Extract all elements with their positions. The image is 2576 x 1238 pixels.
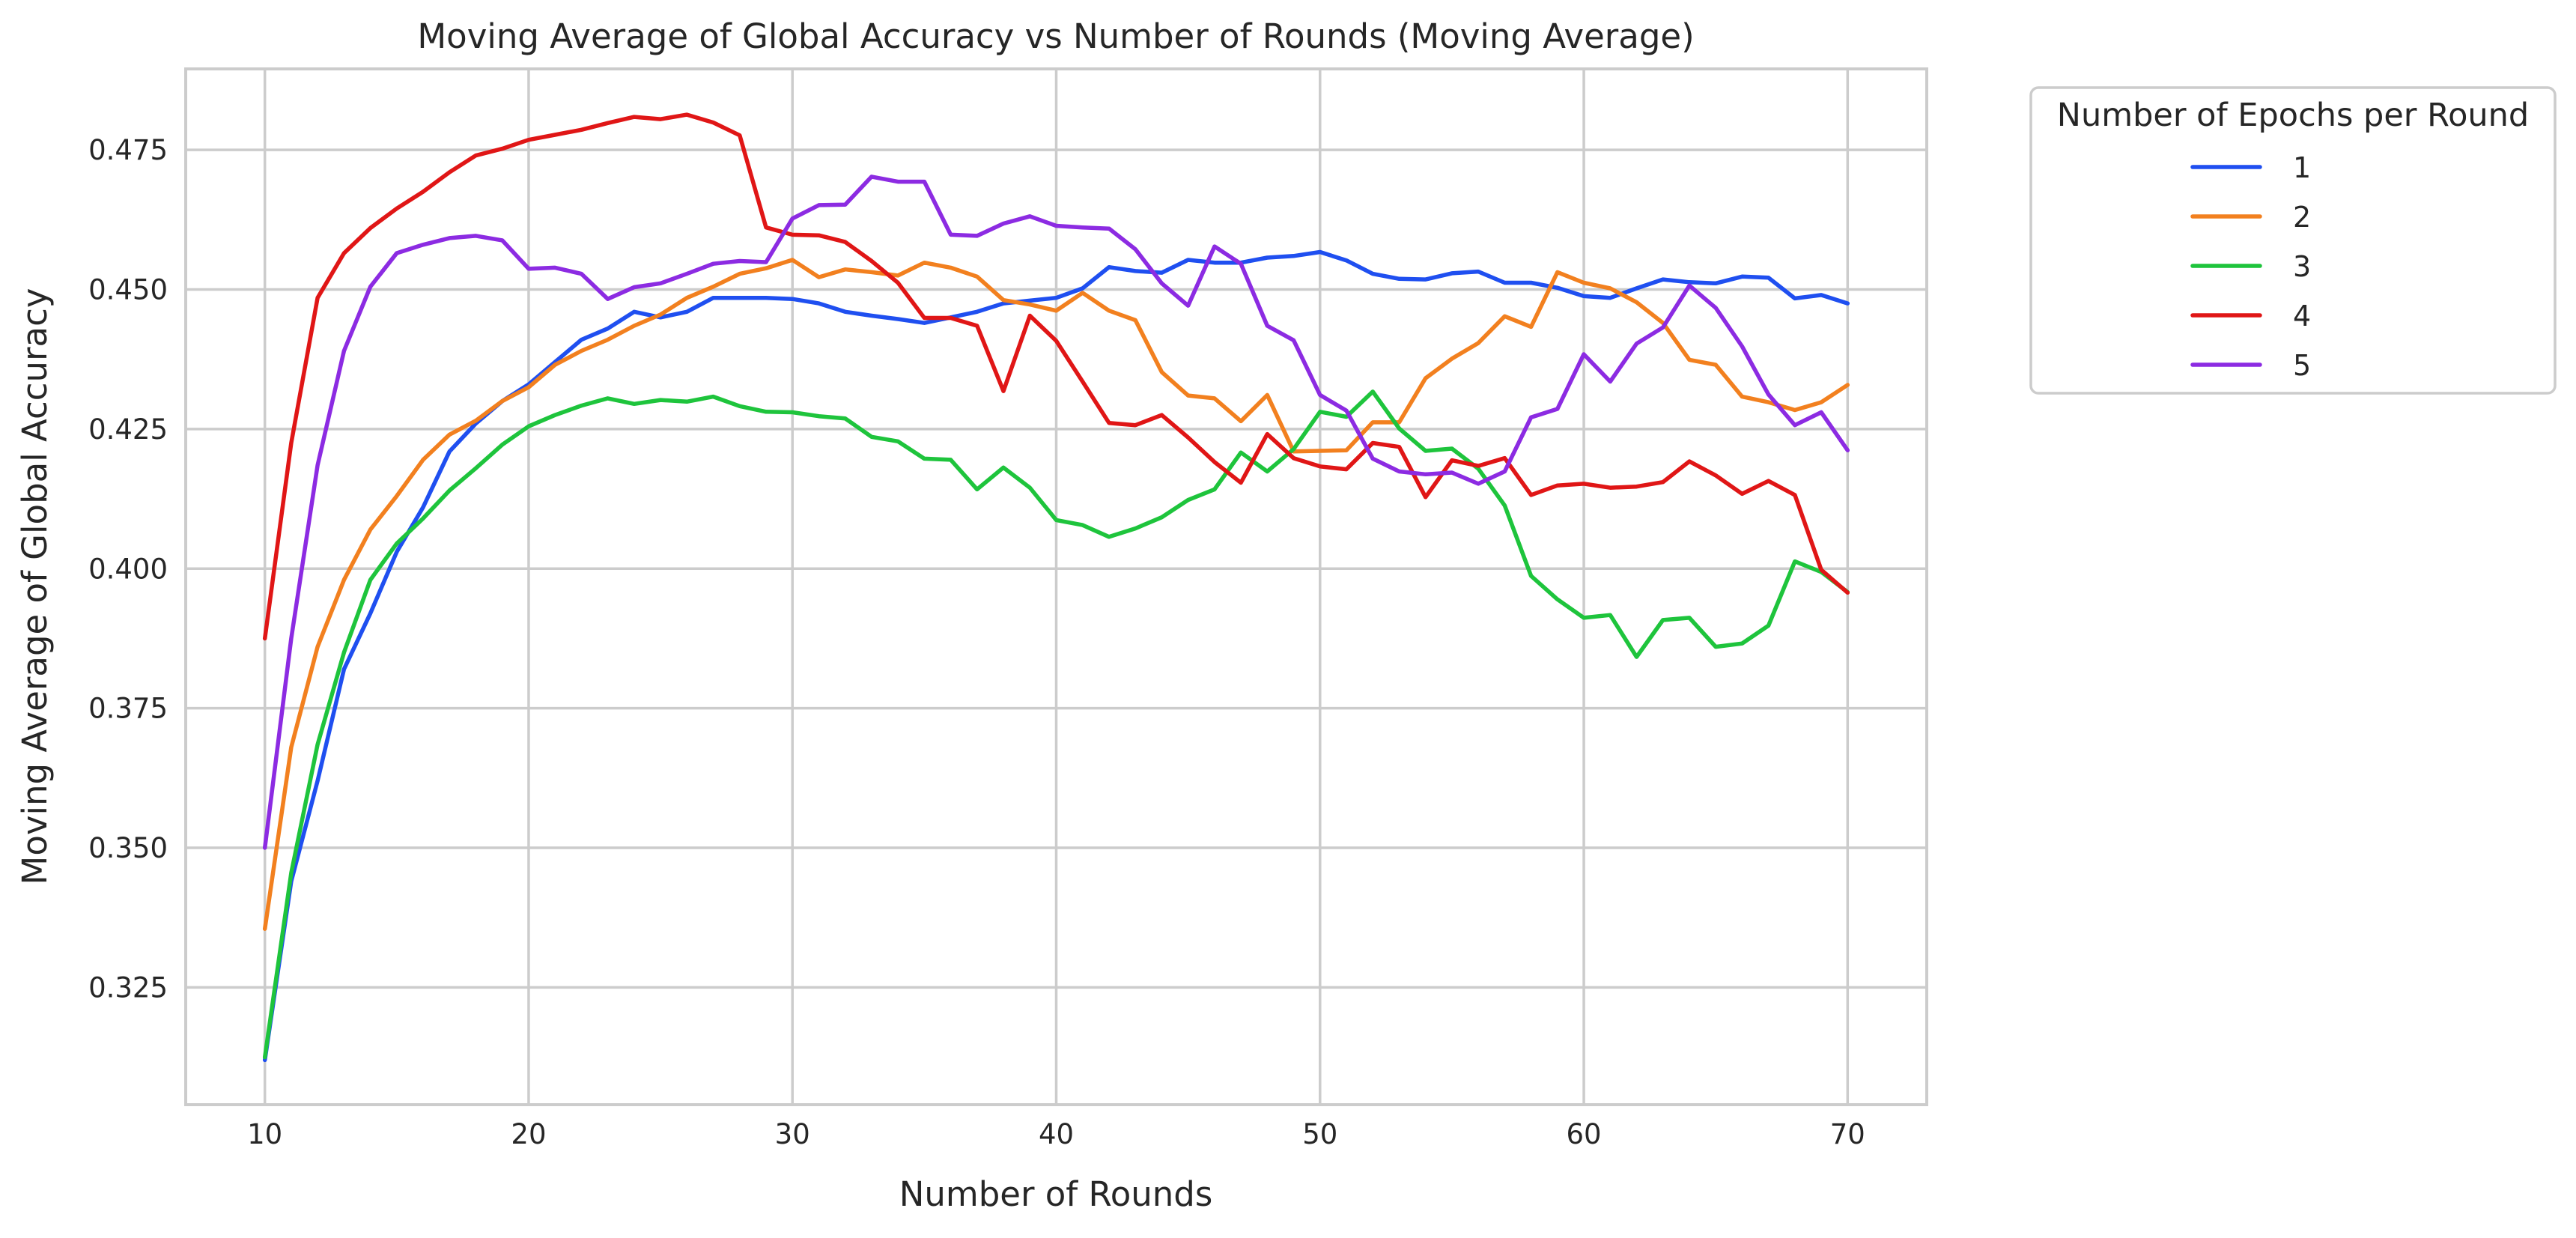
x-tick-label: 30 xyxy=(775,1118,810,1150)
legend-label: 2 xyxy=(2293,201,2311,234)
legend-label: 3 xyxy=(2293,250,2311,283)
series-line-3 xyxy=(262,389,1850,1060)
legend-title: Number of Epochs per Round xyxy=(2057,97,2529,134)
legend-label: 5 xyxy=(2293,349,2311,382)
y-tick-label: 0.450 xyxy=(88,273,168,306)
legend-item-4: 4 xyxy=(2190,300,2311,333)
legend-item-3: 3 xyxy=(2190,250,2311,283)
legend-item-2: 2 xyxy=(2190,201,2311,234)
legend-label: 4 xyxy=(2293,300,2311,333)
legend-box xyxy=(2029,86,2557,395)
chart-title: Moving Average of Global Accuracy vs Num… xyxy=(417,16,1694,56)
series-line-5 xyxy=(262,175,1850,850)
x-tick-label: 40 xyxy=(1039,1118,1074,1150)
x-tick-label: 60 xyxy=(1566,1118,1601,1150)
y-axis-label: Moving Average of Global Accuracy xyxy=(15,288,55,885)
legend-label: 1 xyxy=(2293,151,2311,184)
y-tick-label: 0.350 xyxy=(88,832,168,864)
plot-frame xyxy=(184,67,1928,1106)
legend-item-5: 5 xyxy=(2190,349,2311,382)
y-tick-label: 0.375 xyxy=(88,693,168,725)
legend: Number of Epochs per Round 1 2 3 4 5 xyxy=(2029,86,2557,395)
tick-labels: 10 20 30 40 50 60 70 0.325 0.350 0.375 0.400 0.425 0… xyxy=(88,134,1865,1150)
gridlines xyxy=(186,69,1927,1105)
x-tick-label: 10 xyxy=(247,1118,282,1150)
y-tick-label: 0.400 xyxy=(88,553,168,585)
y-tick-label: 0.475 xyxy=(88,134,168,166)
y-tick-label: 0.425 xyxy=(88,413,168,446)
series-line-2 xyxy=(262,258,1850,931)
series-line-1 xyxy=(262,249,1850,1063)
legend-item-1: 1 xyxy=(2190,151,2311,184)
legend-items: 1 2 3 4 5 xyxy=(2190,151,2311,382)
y-tick-label: 0.325 xyxy=(88,971,168,1004)
x-axis-label: Number of Rounds xyxy=(899,1174,1213,1214)
series-line-4 xyxy=(262,112,1850,641)
x-tick-label: 20 xyxy=(511,1118,546,1150)
x-tick-label: 50 xyxy=(1302,1118,1337,1150)
x-tick-label: 70 xyxy=(1830,1118,1865,1150)
series-lines xyxy=(262,112,1850,1063)
